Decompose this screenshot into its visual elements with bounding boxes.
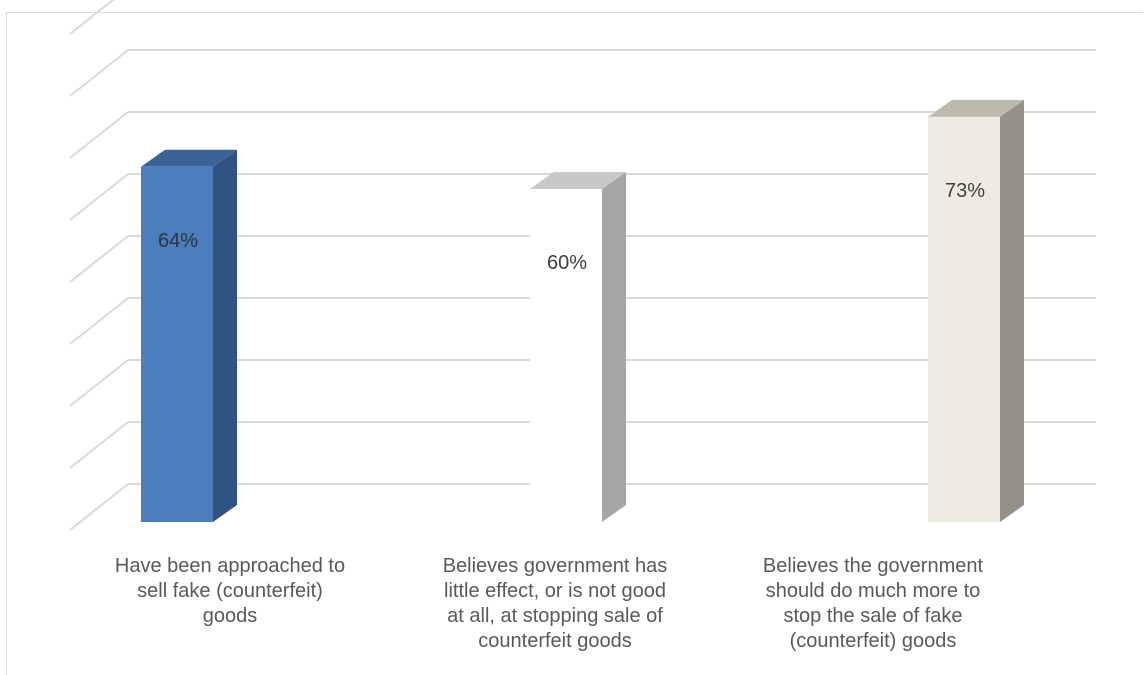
category-label-3: Believes the government should do much mo… [762, 555, 984, 652]
gridline-side-7 [69, 49, 129, 97]
gridline-side-8 [69, 0, 115, 35]
bar-side-3 [1000, 99, 1024, 522]
bar-1 [141, 166, 213, 523]
value-label-2: 60% [547, 252, 587, 274]
bar-top-1 [141, 149, 237, 167]
bar-top-3 [928, 99, 1024, 117]
bar-top-2 [530, 172, 626, 189]
bar-3 [928, 116, 1000, 522]
value-label-3: 73% [945, 180, 985, 202]
bar-2 [530, 189, 602, 522]
gridline-side-0 [69, 483, 129, 531]
value-label-1: 64% [158, 230, 198, 252]
gridline-side-4 [69, 235, 129, 283]
bar-side-2 [602, 172, 626, 522]
chart-frame [6, 12, 1143, 675]
category-label-1: Have been approached to sell fake (counte… [114, 555, 346, 627]
gridline-side-6 [69, 111, 129, 159]
gridline-side-1 [69, 421, 129, 469]
gridline-side-5 [69, 173, 129, 221]
bar-side-1 [213, 149, 237, 523]
gridline-side-2 [69, 359, 129, 407]
category-label-2: Believes government has little effect, or… [442, 555, 668, 652]
gridline-side-3 [69, 297, 129, 345]
